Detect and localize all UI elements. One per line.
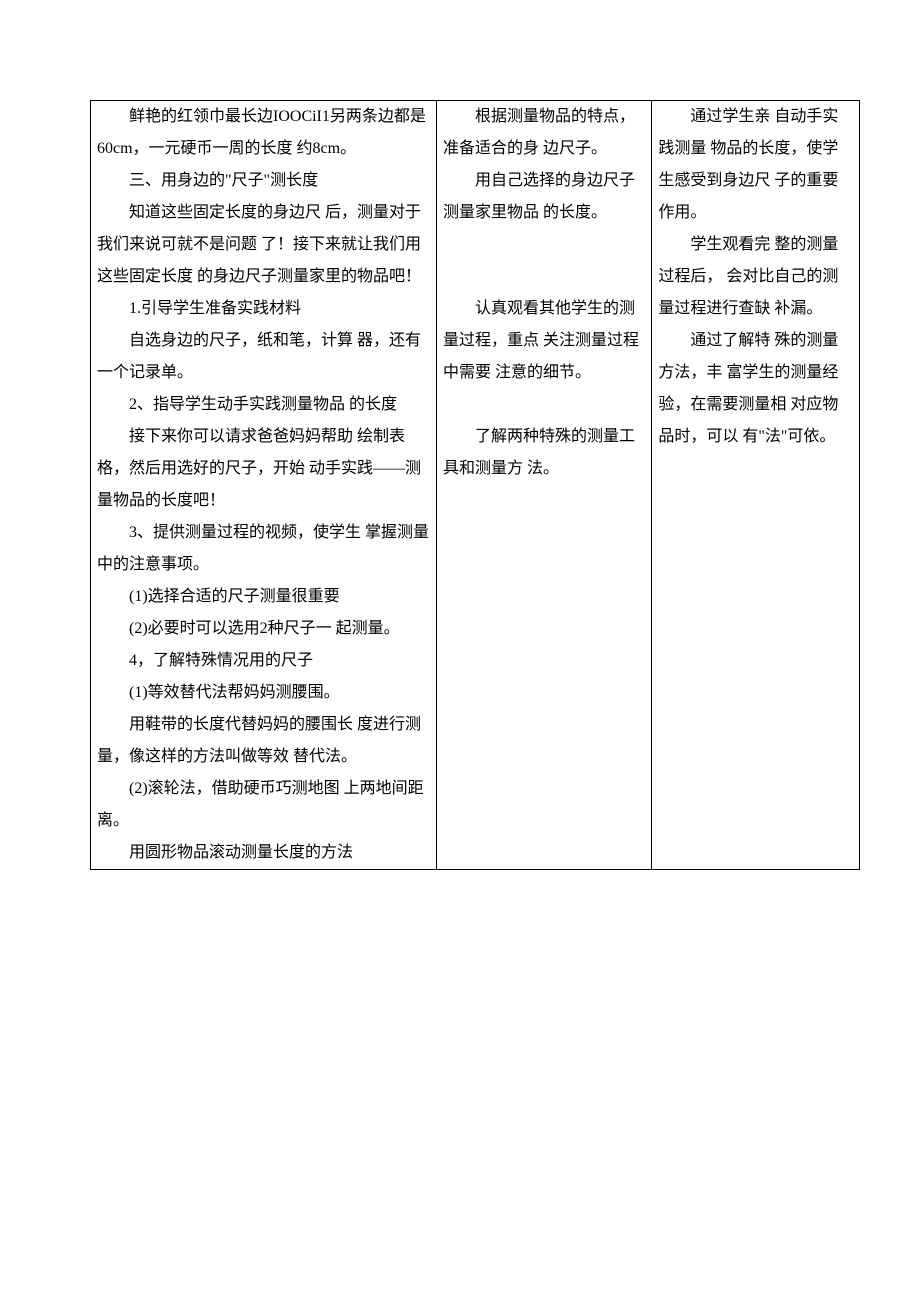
paragraph: 根据测量物品的特点，准备适合的身 边尺子。 <box>443 101 645 165</box>
paragraph: 鲜艳的红领巾最长边IOOCiI1另两条边都是60cm，一元硬币一周的长度 约8c… <box>97 101 430 165</box>
page: 鲜艳的红领巾最长边IOOCiI1另两条边都是60cm，一元硬币一周的长度 约8c… <box>0 0 920 1301</box>
table-row: 鲜艳的红领巾最长边IOOCiI1另两条边都是60cm，一元硬币一周的长度 约8c… <box>91 101 860 870</box>
paragraph: (2)必要时可以选用2种尺子一 起测量。 <box>97 613 430 645</box>
col-design-intent: 通过学生亲 自动手实践测量 物品的长度，使学 生感受到身边尺 子的重要作用。 学… <box>652 101 860 870</box>
paragraph: (1)选择合适的尺子测量很重要 <box>97 581 430 613</box>
paragraph: (2)滚轮法，借助硬币巧测地图 上两地间距离。 <box>97 773 430 837</box>
paragraph: 自选身边的尺子，纸和笔，计算 器，还有一个记录单。 <box>97 325 430 389</box>
col-student-activity: 根据测量物品的特点，准备适合的身 边尺子。 用自己选择的身边尺子测量家里物品 的… <box>437 101 652 870</box>
paragraph: 1.引导学生准备实践材料 <box>97 293 430 325</box>
spacer <box>443 389 645 421</box>
paragraph: 2、指导学生动手实践测量物品 的长度 <box>97 389 430 421</box>
paragraph: 学生观看完 整的测量过程后， 会对比自己的测 量过程进行查缺 补漏。 <box>658 229 853 325</box>
paragraph: 用自己选择的身边尺子测量家里物品 的长度。 <box>443 165 645 229</box>
paragraph: 通过学生亲 自动手实践测量 物品的长度，使学 生感受到身边尺 子的重要作用。 <box>658 101 853 229</box>
paragraph: 用圆形物品滚动测量长度的方法 <box>97 837 430 869</box>
paragraph: 接下来你可以请求爸爸妈妈帮助 绘制表格，然后用选好的尺子，开始 动手实践——测量… <box>97 421 430 517</box>
paragraph: (1)等效替代法帮妈妈测腰围。 <box>97 677 430 709</box>
col-teaching-process: 鲜艳的红领巾最长边IOOCiI1另两条边都是60cm，一元硬币一周的长度 约8c… <box>91 101 437 870</box>
paragraph: 知道这些固定长度的身边尺 后，测量对于我们来说可就不是问题 了！接下来就让我们用… <box>97 197 430 293</box>
paragraph: 通过了解特 殊的测量方法，丰 富学生的测量经 验，在需要测量相 对应物品时，可以… <box>658 325 853 453</box>
paragraph: 3、提供测量过程的视频，使学生 掌握测量中的注意事项。 <box>97 517 430 581</box>
spacer <box>443 229 645 261</box>
paragraph: 4，了解特殊情况用的尺子 <box>97 645 430 677</box>
section-heading: 三、用身边的"尺子"测长度 <box>97 165 430 197</box>
paragraph: 认真观看其他学生的测量过程，重点 关注测量过程中需要 注意的细节。 <box>443 293 645 389</box>
lesson-table: 鲜艳的红领巾最长边IOOCiI1另两条边都是60cm，一元硬币一周的长度 约8c… <box>90 100 860 870</box>
paragraph: 了解两种特殊的测量工具和测量方 法。 <box>443 421 645 485</box>
paragraph: 用鞋带的长度代替妈妈的腰围长 度进行测量，像这样的方法叫做等效 替代法。 <box>97 709 430 773</box>
spacer <box>443 261 645 293</box>
